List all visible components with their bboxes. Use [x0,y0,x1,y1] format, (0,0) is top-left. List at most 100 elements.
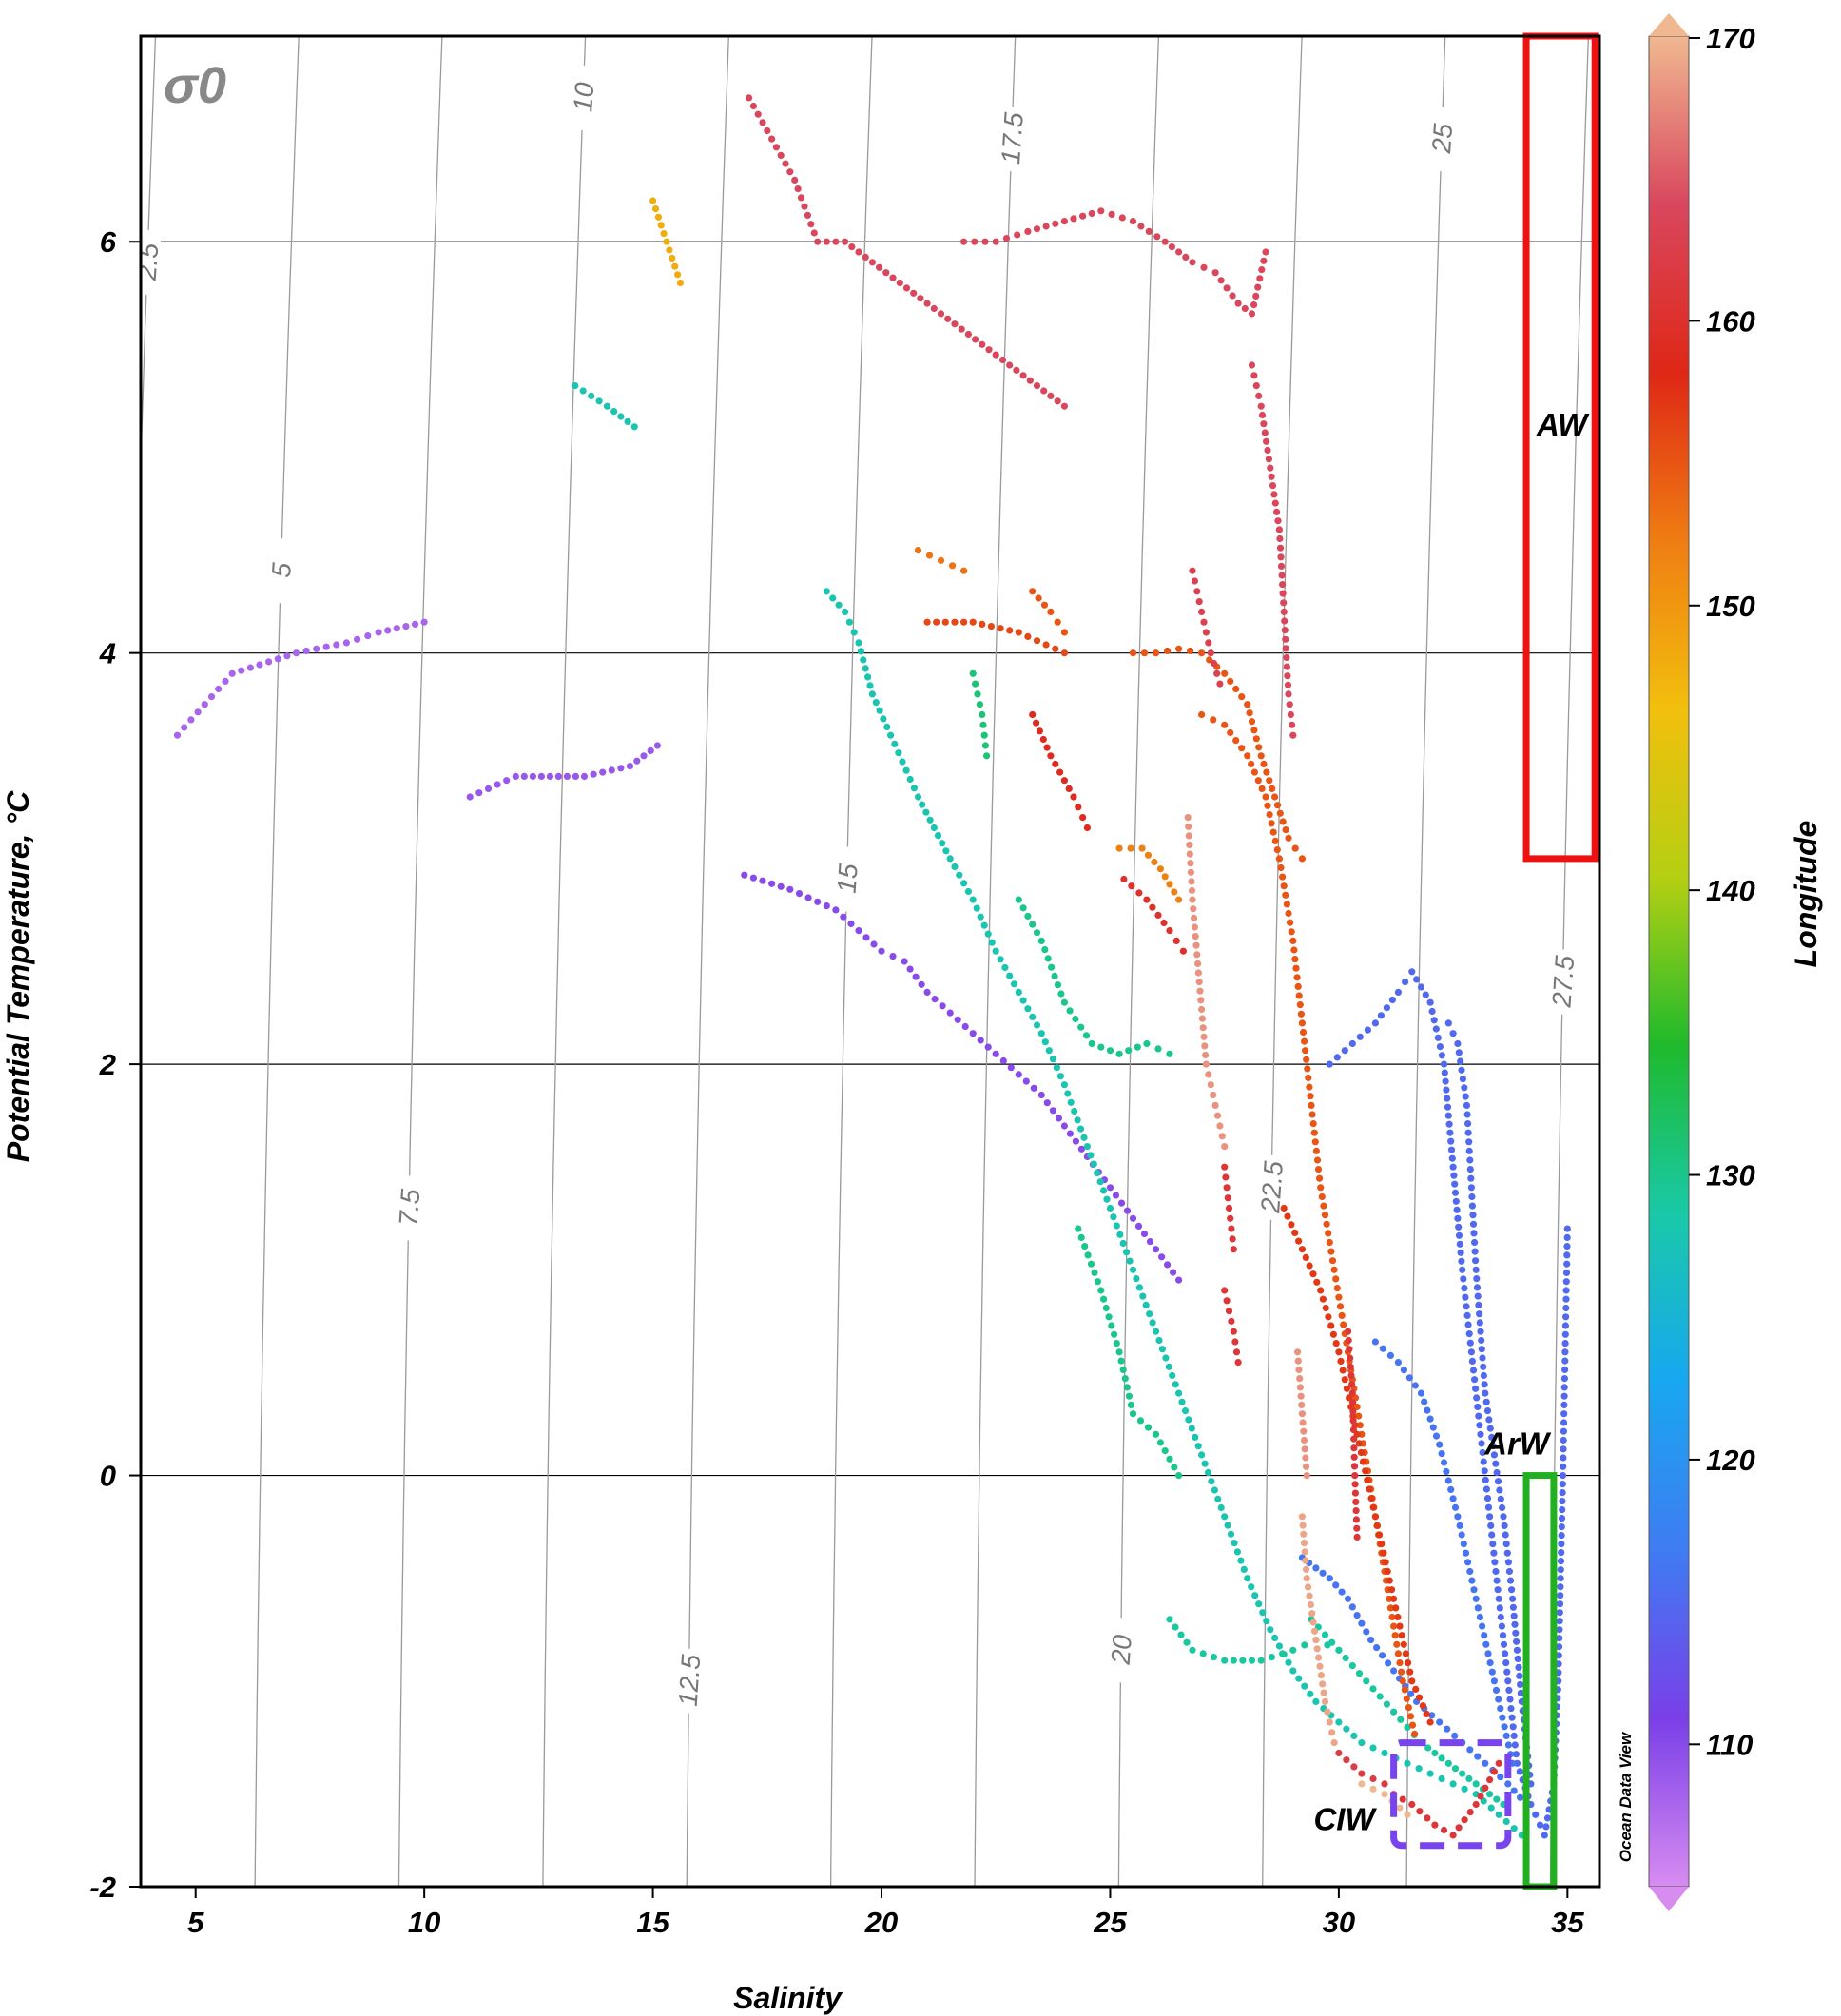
data-point [1465,1147,1473,1154]
data-point [1077,1023,1085,1031]
data-point [1240,1565,1248,1573]
data-series [741,871,1183,1284]
data-point [1276,534,1284,543]
data-point [215,685,223,693]
data-point [930,824,938,832]
data-point [795,890,804,898]
data-point [1381,1780,1388,1788]
data-point [1399,1795,1406,1803]
region-label-arw: ArW [1483,1426,1552,1462]
data-point [1560,1436,1567,1444]
data-point [1462,1093,1469,1100]
data-point [1279,873,1287,881]
data-point [1466,1567,1474,1576]
data-point [1385,1659,1392,1667]
data-point [786,885,794,893]
data-point [1561,1366,1569,1373]
data-series [1221,1163,1237,1253]
data-point [1161,1447,1169,1455]
data-point [1175,1472,1183,1480]
data-point [1343,1756,1350,1764]
data-point [1060,1081,1068,1089]
data-point [1320,1689,1327,1696]
data-point [1438,1450,1445,1458]
data-point [1512,1751,1520,1758]
data-point [1149,903,1156,911]
data-point [1341,1376,1348,1384]
data-point [1292,964,1300,972]
data-point [1560,1375,1568,1383]
region-box-ciw [1390,1739,1512,1850]
isopycnal-line [1262,36,1303,1887]
data-point [1444,1759,1452,1767]
data-point [1448,1154,1456,1162]
y-tick-label: -2 [89,1871,116,1904]
data-point [1118,214,1126,222]
data-point [1405,1374,1413,1382]
data-point [1431,1749,1439,1757]
data-point [1282,826,1289,834]
data-point [1185,1416,1192,1424]
data-point [1339,1367,1347,1374]
data-point [1268,473,1275,480]
data-point [1271,837,1279,845]
data-point [1108,1322,1115,1329]
data-point [1556,1635,1563,1642]
data-point [302,647,310,655]
data-point [1298,1410,1306,1418]
data-point [1123,1384,1131,1391]
data-point [512,772,519,781]
data-point [930,304,938,313]
data-point [1024,1005,1032,1013]
data-point [1205,1071,1212,1078]
data-point [1075,804,1082,811]
data-point [923,988,931,996]
data-point [1257,1657,1265,1664]
data-point [1074,1116,1081,1124]
data-point [1081,1243,1089,1250]
data-point [923,300,931,307]
data-point [1456,1522,1463,1529]
data-point [969,618,977,626]
data-point [1264,446,1271,455]
data-point [537,772,546,781]
data-point [1461,1785,1468,1793]
data-point [1179,947,1187,955]
data-point [1156,1439,1164,1446]
data-point [1383,1700,1390,1708]
isopycnal-line [1405,36,1446,1887]
data-point [1152,1246,1160,1253]
data-point [1390,1667,1398,1675]
data-point [653,742,662,749]
data-point [1502,1650,1509,1657]
data-point [1562,1278,1570,1286]
data-point [902,766,910,774]
data-point [1303,1575,1310,1582]
data-point [1326,1718,1333,1726]
data-point [1562,1313,1570,1321]
data-point [1277,553,1285,561]
data-point [1277,863,1285,872]
data-series [1326,968,1571,1839]
data-point [1434,1034,1442,1041]
data-point [1171,1464,1178,1471]
data-point [1436,1441,1444,1448]
data-point [1127,1401,1134,1408]
data-point [1303,1056,1310,1063]
data-point [876,707,883,714]
data-point [1325,1313,1332,1321]
data-point [1508,1714,1516,1721]
data-point [1432,1432,1441,1440]
data-point [1213,1112,1222,1119]
data-point [494,781,501,788]
data-point [1198,1015,1206,1022]
data-point [1207,1081,1214,1089]
data-point [791,176,799,184]
data-point [1295,992,1303,999]
data-point [1509,1595,1517,1602]
data-point [1329,1330,1337,1338]
data-point [1450,1172,1458,1179]
data-point [1348,1662,1356,1670]
data-point [1128,882,1135,890]
data-point [1508,1586,1516,1594]
